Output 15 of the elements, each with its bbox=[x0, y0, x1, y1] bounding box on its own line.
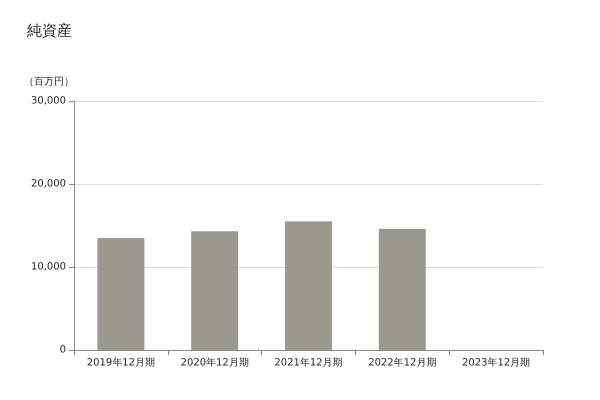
x-tick-label: 2021年12月期 bbox=[274, 356, 343, 368]
y-tick-label: 0 bbox=[60, 344, 66, 356]
x-tick-label: 2020年12月期 bbox=[180, 356, 249, 368]
bar bbox=[191, 231, 238, 350]
bar bbox=[378, 228, 426, 350]
y-tick-label: 30,000 bbox=[31, 96, 66, 106]
x-tick-label: 2023年12月期 bbox=[462, 356, 530, 368]
y-axis-title: （百万円） bbox=[24, 76, 74, 88]
bar bbox=[97, 238, 144, 350]
y-tick-label: 20,000 bbox=[31, 178, 66, 190]
x-tick-label: 2022年12月期 bbox=[368, 356, 436, 368]
x-tick-label: 2019年12月期 bbox=[86, 356, 155, 368]
chart-title: 純資産 bbox=[27, 22, 72, 40]
y-tick-label: 10,000 bbox=[31, 262, 66, 272]
bar bbox=[285, 221, 332, 350]
